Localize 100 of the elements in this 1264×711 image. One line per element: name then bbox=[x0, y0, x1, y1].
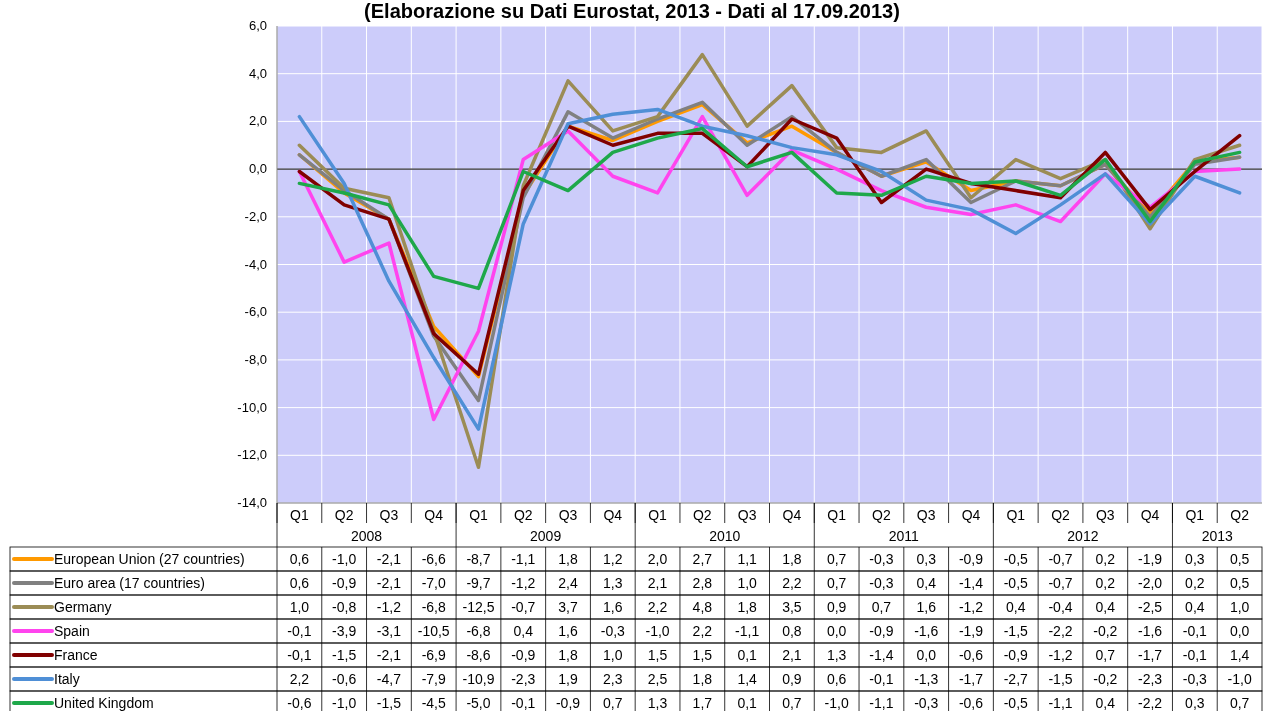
y-tick-label: 6,0 bbox=[248, 18, 267, 33]
data-label: 1,3 bbox=[647, 695, 668, 711]
data-label: -0,9 bbox=[511, 647, 536, 663]
data-label: 0,6 bbox=[289, 575, 310, 591]
data-label: 0,7 bbox=[826, 551, 847, 567]
text: 2008 bbox=[350, 528, 383, 544]
x-tick-label: Q2 bbox=[872, 507, 891, 523]
data-label: 0,5 bbox=[1229, 551, 1250, 567]
y-tick-label: 2,0 bbox=[248, 113, 267, 129]
legend-label: United Kingdom bbox=[54, 695, 154, 711]
x-tick-label: Q1 bbox=[648, 507, 668, 523]
data-label: -6,9 bbox=[421, 647, 446, 663]
data-label: -0,6 bbox=[287, 695, 312, 711]
data-label: 1,0 bbox=[1229, 599, 1250, 615]
x-tick-label: Q4 bbox=[603, 507, 623, 523]
data-label: -2,7 bbox=[1003, 671, 1029, 687]
legend-label: France bbox=[54, 647, 98, 663]
data-label: -1,0 bbox=[1227, 671, 1252, 687]
x-tick-label: Q2 bbox=[1230, 507, 1250, 523]
data-label: -1,5 bbox=[1048, 671, 1073, 687]
legend-label: Italy bbox=[54, 671, 80, 687]
data-label: -0,9 bbox=[869, 623, 894, 639]
data-label: 0,1 bbox=[737, 695, 758, 711]
data-label: -0,1 bbox=[287, 623, 312, 639]
data-label: -4,5 bbox=[421, 695, 446, 711]
x-tick-label: Q4 bbox=[782, 507, 802, 523]
data-label: 2,2 bbox=[782, 575, 802, 591]
data-label: 1,8 bbox=[558, 647, 578, 663]
data-label: -0,6 bbox=[958, 647, 984, 663]
data-label: 0,4 bbox=[1185, 599, 1205, 615]
data-label: -1,5 bbox=[376, 695, 402, 711]
data-label: 2,2 bbox=[289, 671, 310, 687]
y-tick-label: -8,0 bbox=[244, 351, 267, 367]
data-label: -1,9 bbox=[1138, 551, 1163, 567]
data-label: 0,3 bbox=[1185, 695, 1205, 711]
data-label: -2,1 bbox=[376, 551, 402, 567]
data-label: 2,5 bbox=[647, 671, 668, 687]
data-label: -1,2 bbox=[958, 599, 984, 615]
data-label: -2,3 bbox=[511, 671, 536, 687]
data-label: -1,1 bbox=[735, 623, 760, 639]
data-label: -1,0 bbox=[645, 623, 670, 639]
data-label: -1,7 bbox=[1138, 647, 1163, 663]
data-label: -1,5 bbox=[1003, 623, 1029, 639]
data-label: 1,8 bbox=[737, 599, 758, 615]
data-label: -0,1 bbox=[1182, 623, 1208, 639]
data-label: -0,3 bbox=[869, 551, 894, 567]
data-label: 3,7 bbox=[558, 599, 578, 615]
data-label: 2,1 bbox=[782, 647, 802, 663]
data-label: 0,2 bbox=[1095, 551, 1116, 567]
data-label: -0,1 bbox=[287, 647, 312, 663]
data-label: -1,1 bbox=[511, 551, 536, 567]
data-label: -2,3 bbox=[1138, 671, 1163, 687]
text: 2013 bbox=[1201, 528, 1234, 544]
line-series bbox=[297, 126, 1242, 291]
x-tick-label: Q3 bbox=[916, 507, 936, 523]
text: 2012 bbox=[1067, 528, 1099, 544]
data-label: 2,2 bbox=[692, 623, 713, 639]
data-label: 0,7 bbox=[603, 695, 623, 711]
data-label: -6,6 bbox=[421, 551, 446, 567]
data-label: -0,9 bbox=[1003, 647, 1029, 663]
data-label: -0,9 bbox=[958, 551, 984, 567]
data-label: 2,8 bbox=[692, 575, 713, 591]
data-label: -2,1 bbox=[376, 575, 402, 591]
data-label: -1,2 bbox=[511, 575, 536, 591]
data-label: 0,7 bbox=[826, 575, 847, 591]
data-label: 1,5 bbox=[647, 647, 668, 663]
data-label: -2,0 bbox=[1138, 575, 1163, 591]
data-label: -2,1 bbox=[376, 647, 402, 663]
data-label: -0,1 bbox=[511, 695, 536, 711]
legend-label: European Union (27 countries) bbox=[54, 551, 245, 567]
y-tick-label: -2,0 bbox=[244, 208, 267, 224]
data-label: 1,2 bbox=[603, 551, 623, 567]
data-label: -2,5 bbox=[1138, 599, 1163, 615]
data-label: 2,4 bbox=[558, 575, 578, 591]
data-label: -1,1 bbox=[1048, 695, 1073, 711]
data-label: -0,7 bbox=[511, 599, 536, 615]
data-label: 0,1 bbox=[737, 647, 758, 663]
data-label: 0,7 bbox=[871, 599, 892, 615]
data-label: -1,3 bbox=[914, 671, 939, 687]
data-label: 2,3 bbox=[603, 671, 623, 687]
y-tick-label: -4,0 bbox=[244, 256, 267, 272]
x-tick-label: Q4 bbox=[1140, 507, 1160, 523]
data-label: -1,1 bbox=[869, 695, 894, 711]
data-label: 0,6 bbox=[826, 671, 847, 687]
data-label: -1,0 bbox=[332, 695, 357, 711]
x-tick-label: Q1 bbox=[1006, 507, 1026, 523]
x-tick-label: Q1 bbox=[1185, 507, 1205, 523]
data-label: -0,1 bbox=[1182, 647, 1208, 663]
x-tick-label: Q1 bbox=[827, 507, 847, 523]
data-label: -8,6 bbox=[466, 647, 491, 663]
x-tick-label: Q4 bbox=[961, 507, 981, 523]
data-label: 0,7 bbox=[1095, 647, 1116, 663]
data-label: -0,3 bbox=[914, 695, 939, 711]
x-tick-label: Q3 bbox=[737, 507, 757, 523]
data-label: -1,6 bbox=[914, 623, 939, 639]
data-label: -0,5 bbox=[1003, 575, 1029, 591]
data-label: 1,4 bbox=[737, 671, 758, 687]
data-label: 0,7 bbox=[1229, 695, 1250, 711]
data-label: -5,0 bbox=[466, 695, 491, 711]
y-tick-label: -14,0 bbox=[237, 495, 267, 510]
